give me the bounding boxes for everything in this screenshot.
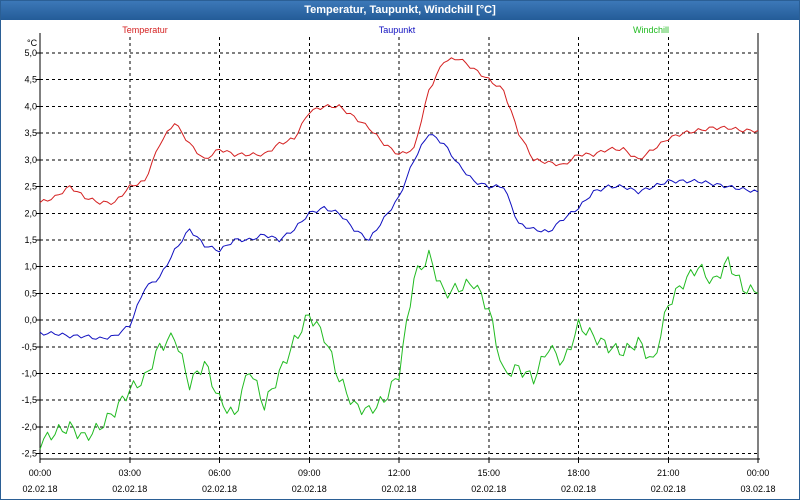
x-tick-time-label: 06:00 (208, 468, 231, 478)
x-tick-date-label: 02.02.18 (651, 484, 686, 494)
x-tick-date-label: 02.02.18 (202, 484, 237, 494)
x-tick-date-label: 02.02.18 (471, 484, 506, 494)
x-tick-date-label: 03.02.18 (740, 484, 775, 494)
x-tick-time-label: 09:00 (298, 468, 321, 478)
x-tick-date-label: 02.02.18 (112, 484, 147, 494)
y-tick-label: 1,0 (24, 262, 37, 272)
y-tick-label: 3,5 (24, 128, 37, 138)
y-tick-label: -0,5 (21, 342, 37, 352)
y-tick-label: 5,0 (24, 48, 37, 58)
y-tick-label: 3,0 (24, 155, 37, 165)
y-tick-label: 2,5 (24, 182, 37, 192)
x-tick-time-label: 12:00 (388, 468, 411, 478)
line-chart: Temperatur Taupunkt Windchill -2,5 -2,0 -1,5… (21, 25, 775, 494)
y-tick-label: -2,5 (21, 449, 37, 459)
x-tick-date-label: 02.02.18 (292, 484, 327, 494)
x-tick-time-label: 03:00 (118, 468, 141, 478)
series-lines (39, 57, 759, 450)
y-tick-label: 2,0 (24, 208, 37, 218)
x-tick-time-label: 21:00 (657, 468, 680, 478)
tick-labels: -2,5 -2,0 -1,5 -1,0 -0,5 0,0 0,5 1,0 1,5 2,0 2,5 3,… (21, 38, 775, 494)
x-tick-time-label: 15:00 (477, 468, 500, 478)
legend-taupunkt: Taupunkt (379, 25, 416, 35)
y-tick-label: 1,5 (24, 235, 37, 245)
x-tick-date-label: 02.02.18 (22, 484, 57, 494)
x-tick-date-label: 02.02.18 (561, 484, 596, 494)
window-title: Temperatur, Taupunkt, Windchill [°C] (1, 1, 799, 20)
legend-temperatur: Temperatur (122, 25, 168, 35)
axes (36, 33, 760, 463)
x-tick-time-label: 00:00 (747, 468, 770, 478)
y-tick-label: 4,5 (24, 75, 37, 85)
grid (40, 37, 758, 459)
x-tick-date-label: 02.02.18 (381, 484, 416, 494)
legend: Temperatur Taupunkt Windchill (122, 25, 669, 35)
y-tick-label: -1,0 (21, 369, 37, 379)
series-line-windchill (39, 249, 759, 450)
y-tick-label: -2,0 (21, 422, 37, 432)
series-line-temperatur (39, 57, 759, 205)
series-line-taupunkt (39, 134, 759, 340)
y-tick-label: 0,5 (24, 288, 37, 298)
x-tick-time-label: 18:00 (567, 468, 590, 478)
y-tick-label: -1,5 (21, 395, 37, 405)
x-tick-time-label: 00:00 (29, 468, 52, 478)
y-tick-label: 0,0 (24, 315, 37, 325)
y-unit-label: °C (27, 38, 38, 48)
y-tick-label: 4,0 (24, 101, 37, 111)
legend-windchill: Windchill (633, 25, 669, 35)
